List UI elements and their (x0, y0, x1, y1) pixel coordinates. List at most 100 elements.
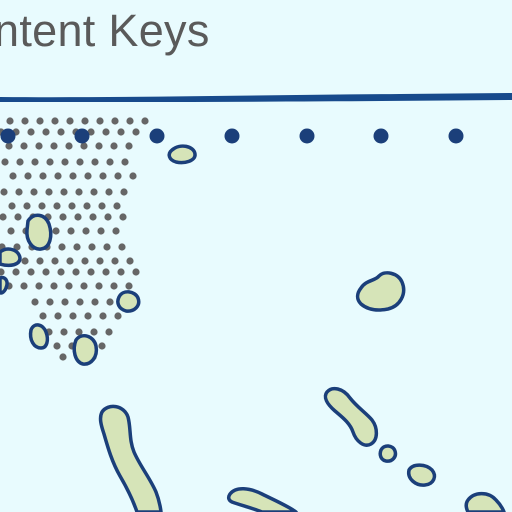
reef-dot (89, 213, 97, 221)
reef-dot-area (0, 117, 149, 361)
reef-dot (60, 188, 68, 196)
reef-dot (99, 172, 107, 180)
reef-dot (76, 158, 84, 166)
boundary-dot (373, 128, 389, 144)
reef-dot (0, 213, 7, 221)
reef-dot (35, 282, 43, 290)
key-island (25, 213, 53, 251)
reef-dot (24, 172, 32, 180)
key-island (28, 323, 50, 350)
reef-dot (23, 202, 31, 210)
reef-dot (67, 227, 75, 235)
reef-dot (88, 243, 96, 251)
reef-dot (91, 298, 99, 306)
reef-dot (45, 188, 53, 196)
reef-dot (66, 117, 74, 125)
reef-dot (7, 227, 15, 235)
reef-dot (104, 213, 112, 221)
reef-dot (50, 142, 58, 150)
reef-dot (9, 172, 17, 180)
reef-dot (114, 312, 122, 320)
reef-dot (98, 342, 106, 350)
key-island (323, 386, 379, 447)
key-island (0, 247, 22, 268)
reef-dot (1, 158, 9, 166)
reef-dot (21, 117, 29, 125)
reef-dot (6, 117, 14, 125)
reef-dot (27, 268, 35, 276)
reef-dot (118, 243, 126, 251)
reef-dot (72, 268, 80, 276)
reef-dot (121, 158, 129, 166)
reef-dot (132, 268, 140, 276)
reef-dot (20, 142, 28, 150)
reef-dot (73, 243, 81, 251)
reef-dot (8, 202, 16, 210)
reef-dot (106, 298, 114, 306)
reef-dot (51, 117, 59, 125)
reef-dot (126, 117, 134, 125)
reef-dot (59, 213, 67, 221)
reef-dot (31, 298, 39, 306)
reef-dot (82, 227, 90, 235)
reef-dot (35, 142, 43, 150)
reef-dot (52, 227, 60, 235)
reef-dot (30, 188, 38, 196)
reef-dot (54, 312, 62, 320)
reef-dot (53, 342, 61, 350)
reef-dot (81, 117, 89, 125)
reef-dot (75, 328, 83, 336)
reef-dot (119, 213, 127, 221)
reef-dot (129, 172, 137, 180)
reef-dot (83, 202, 91, 210)
reef-dot (91, 158, 99, 166)
reef-dot (5, 142, 13, 150)
reef-dot (61, 298, 69, 306)
reef-dot (125, 142, 133, 150)
reef-dot (46, 158, 54, 166)
reef-dot (141, 117, 149, 125)
key-island (378, 444, 398, 463)
map-title: ntent Keys (0, 5, 210, 56)
key-island (355, 271, 406, 312)
reef-dot (81, 257, 89, 265)
islands-layer (0, 144, 506, 512)
reef-dot (114, 172, 122, 180)
reef-dot (68, 202, 76, 210)
reef-dot (51, 257, 59, 265)
reef-dot (16, 158, 24, 166)
boundary-dot (224, 128, 240, 144)
reef-dot (106, 158, 114, 166)
reef-dot (125, 282, 133, 290)
key-island (72, 334, 99, 366)
boundary-dotted-line (0, 128, 464, 144)
reef-dot (27, 128, 35, 136)
key-island (167, 144, 197, 165)
key-island (116, 290, 141, 313)
reef-dot (21, 257, 29, 265)
reef-dot (53, 202, 61, 210)
reef-dot (95, 282, 103, 290)
reef-dot (60, 328, 68, 336)
reef-dot (59, 353, 67, 361)
reef-dot (46, 298, 54, 306)
reef-dot (38, 202, 46, 210)
reef-dot (54, 172, 62, 180)
reef-dot (42, 128, 50, 136)
reef-dot (90, 188, 98, 196)
top-border-line (0, 93, 512, 102)
reef-dot (14, 213, 22, 221)
reef-dot (61, 158, 69, 166)
reef-dot (90, 328, 98, 336)
reef-dot (12, 268, 20, 276)
reef-dot (31, 158, 39, 166)
reef-dot (74, 213, 82, 221)
boundary-dot (149, 128, 165, 144)
key-island (98, 404, 163, 512)
reef-dot (39, 172, 47, 180)
reef-dot (76, 298, 84, 306)
reef-dot (110, 142, 118, 150)
reef-dot (58, 243, 66, 251)
reef-dot (103, 243, 111, 251)
